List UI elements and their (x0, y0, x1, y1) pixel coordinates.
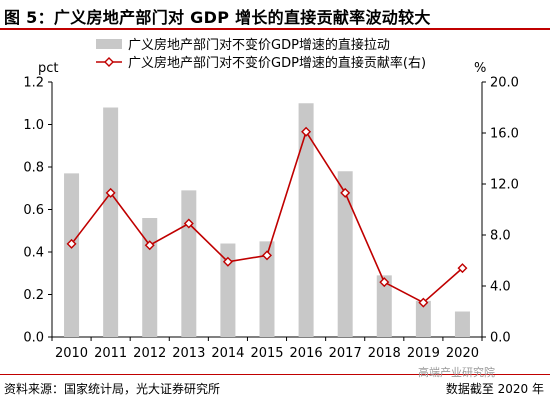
bar (64, 173, 80, 337)
x-tick-label: 2015 (250, 346, 283, 361)
data-note: 数据截至 2020 年 (445, 382, 544, 396)
x-tick-label: 2016 (290, 346, 323, 361)
x-tick-label: 2020 (446, 346, 479, 361)
line-point (379, 277, 390, 288)
bar (337, 171, 353, 337)
watermark: 高端产业研究院 (418, 366, 495, 379)
bar (181, 190, 197, 337)
right-axis-unit: % (474, 61, 486, 76)
line-point (457, 263, 468, 274)
chart: 0.0 0.2 0.4 0.6 0.8 1.0 1.2 0.0 4.0 8.0 12.0 16.0 20… (23, 37, 519, 361)
x-tick-label: 2014 (211, 346, 244, 361)
legend-swatch-marker (104, 57, 114, 67)
bar (415, 300, 431, 337)
plot-area: 0.0 0.2 0.4 0.6 0.8 1.0 1.2 0.0 4.0 8.0 12.0 16.0 20… (23, 37, 519, 361)
legend-label-bar: 广义房地产部门对不变价GDP增速的直接拉动 (128, 37, 390, 53)
bar (142, 218, 158, 337)
left-tick-label: 1.2 (23, 76, 44, 91)
legend-label-line: 广义房地产部门对不变价GDP增速的直接贡献率(右) (128, 55, 426, 71)
line-point (66, 238, 77, 249)
right-tick-label: 20.0 (490, 76, 519, 91)
right-tick-label: 0.0 (490, 331, 511, 346)
line-point (262, 250, 272, 261)
line-point (418, 297, 429, 308)
left-tick-label: 0.8 (23, 161, 44, 176)
source-text: 资料来源：国家统计局，光大证券研究所 (4, 382, 221, 396)
line-point (183, 218, 194, 229)
legend-swatch-bar (96, 39, 122, 49)
title-bar: 图 5：广义房地产部门对 GDP 增长的直接贡献率波动较大 (0, 0, 550, 30)
x-tick-label: 2012 (133, 346, 166, 361)
right-tick-label: 12.0 (490, 178, 519, 193)
left-tick-label: 0.2 (23, 288, 44, 303)
bar (376, 275, 392, 337)
left-tick-label: 1.0 (23, 118, 44, 133)
left-axis-unit: pct (38, 61, 59, 76)
bar (103, 107, 119, 337)
x-tick-label: 2011 (94, 346, 127, 361)
left-tick-label: 0.4 (23, 246, 44, 261)
x-tick-label: 2010 (55, 346, 88, 361)
chart-title: 图 5：广义房地产部门对 GDP 增长的直接贡献率波动较大 (4, 8, 431, 27)
right-tick-label: 8.0 (490, 229, 511, 244)
line-point (222, 256, 233, 267)
x-tick-label: 2018 (368, 346, 401, 361)
left-tick-label: 0.0 (23, 331, 44, 346)
right-tick-label: 16.0 (490, 127, 519, 142)
bar (454, 311, 470, 337)
right-tick-label: 4.0 (490, 280, 511, 295)
line-point (105, 187, 116, 198)
footer-divider (0, 374, 550, 375)
x-tick-label: 2017 (329, 346, 362, 361)
left-tick-label: 0.6 (23, 203, 44, 218)
bar (220, 243, 236, 337)
line-point (340, 187, 351, 198)
line-point (144, 240, 155, 251)
x-tick-label: 2013 (172, 346, 205, 361)
line-point (301, 126, 312, 137)
bar (298, 103, 314, 337)
x-tick-label: 2019 (407, 346, 440, 361)
bar (259, 241, 275, 337)
